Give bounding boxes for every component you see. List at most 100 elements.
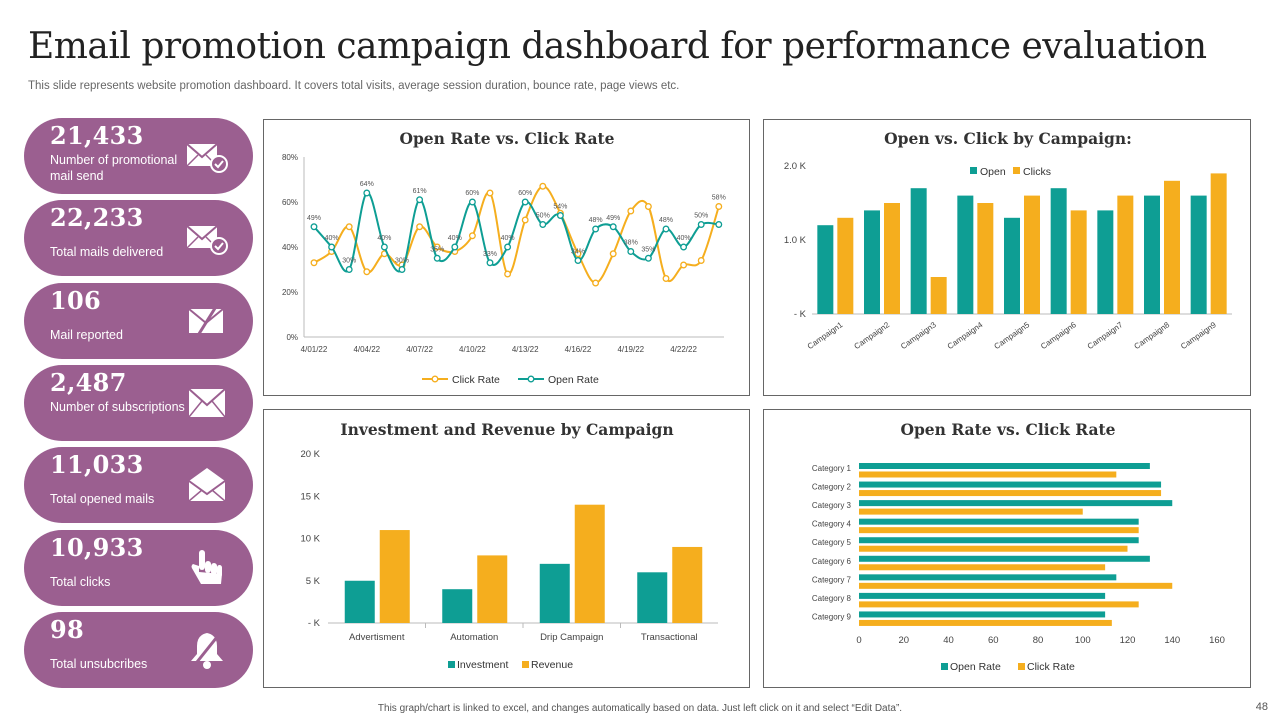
data-point	[609, 223, 617, 231]
legend-entry: Clicks	[1023, 166, 1051, 178]
bar-clicks	[977, 203, 994, 314]
bar-investment	[637, 572, 668, 623]
x-tick-label: 140	[1164, 635, 1180, 646]
data-point	[433, 254, 441, 262]
kpi-label: Mail reported	[50, 328, 123, 342]
data-point	[574, 257, 582, 264]
bar-investment	[344, 580, 375, 623]
kpi-label: Total unsubcribes	[50, 657, 148, 671]
x-tick-label: Campaign4	[946, 320, 985, 351]
kpi-value: 22,233	[50, 203, 144, 232]
y-tick-label: 20 K	[300, 449, 320, 460]
data-point	[398, 266, 406, 273]
bar-open-rate	[859, 463, 1150, 469]
bar-revenue	[574, 504, 605, 623]
bar-clicks	[930, 277, 947, 314]
data-point	[486, 189, 494, 197]
legend-entry: Open Rate	[548, 374, 599, 386]
data-label: 40%	[377, 235, 391, 242]
x-tick-label: 40	[943, 635, 954, 646]
data-label: 33%	[483, 251, 497, 258]
kpi-mails-delivered: 22,233 Total mails delivered	[24, 200, 253, 276]
mail-check-icon	[186, 225, 228, 255]
data-point	[486, 259, 494, 267]
y-tick-label: Category 1	[812, 464, 852, 473]
data-label: 50%	[536, 213, 550, 220]
data-point	[521, 198, 529, 206]
data-label: 48%	[659, 217, 673, 224]
page-title: Email promotion campaign dashboard for p…	[28, 26, 1207, 67]
bar-click-rate	[859, 545, 1128, 552]
data-label: 40%	[325, 235, 339, 242]
bar-open	[1004, 217, 1020, 314]
data-point	[433, 243, 441, 251]
bar-revenue	[477, 555, 508, 623]
bar-open-rate	[859, 481, 1162, 488]
legend-entry: Open	[980, 166, 1006, 178]
x-tick-label: 4/22/22	[670, 345, 697, 354]
data-point	[697, 257, 705, 264]
y-tick-label: Category 3	[812, 501, 852, 510]
x-tick-label: 100	[1075, 635, 1091, 646]
chart-title: Open Rate vs. Click Rate	[399, 129, 614, 148]
x-tick-label: Automation	[450, 632, 498, 643]
data-point	[697, 221, 705, 228]
bar-clicks	[1070, 210, 1087, 314]
data-label: 40%	[448, 235, 462, 242]
data-point	[380, 243, 388, 251]
y-tick-label: Category 7	[812, 575, 852, 584]
data-label: 35%	[641, 246, 655, 253]
data-point	[521, 216, 529, 224]
bar-open	[1190, 195, 1207, 314]
kpi-label: Number of promotional mail send	[50, 153, 178, 183]
legend-entry: Revenue	[531, 659, 573, 671]
bar-click-rate	[859, 564, 1106, 571]
kpi-label: Total opened mails	[50, 492, 155, 506]
kpi-promotional-mail-send: 21,433 Number of promotional mail send	[24, 118, 253, 194]
data-label: 50%	[694, 213, 708, 220]
bar-open-rate	[859, 518, 1139, 525]
y-tick-label: 15 K	[300, 491, 320, 502]
investment-revenue-panel: Investment and Revenue by Campaign - K 5 …	[263, 409, 750, 688]
kpi-label: Total mails delivered	[50, 245, 164, 259]
data-label: 61%	[413, 188, 427, 195]
bar-clicks	[1117, 195, 1134, 314]
x-tick-label: Advertisment	[349, 632, 405, 643]
data-label: 34%	[571, 249, 585, 256]
kpi-value: 106	[50, 286, 101, 315]
data-point	[556, 212, 564, 219]
x-tick-label: Campaign1	[806, 320, 845, 351]
chart-title: Open Rate vs. Click Rate	[900, 420, 1115, 439]
x-tick-label: 20	[898, 635, 909, 646]
data-point	[715, 203, 723, 210]
x-tick-label: Campaign2	[852, 320, 891, 351]
kpi-value: 98	[50, 615, 84, 644]
data-point	[592, 225, 600, 233]
x-tick-label: Drip Campaign	[540, 632, 603, 643]
data-label: 38%	[624, 240, 638, 247]
x-tick-label: 4/19/22	[617, 345, 644, 354]
legend-swatch	[1018, 663, 1025, 670]
data-point	[715, 221, 723, 228]
data-point	[345, 223, 353, 231]
data-label: 30%	[395, 258, 409, 265]
bar-revenue	[379, 530, 410, 623]
x-tick-label: Campaign3	[899, 320, 938, 351]
chart-title: Investment and Revenue by Campaign	[340, 420, 673, 439]
data-point	[310, 223, 318, 231]
data-label: 30%	[342, 258, 356, 265]
bar-investment	[539, 563, 570, 623]
x-tick-label: 160	[1209, 635, 1225, 646]
data-point	[627, 207, 635, 215]
x-tick-label: Transactional	[641, 632, 698, 643]
y-tick-label: Category 4	[812, 520, 852, 529]
legend-entry: Click Rate	[452, 374, 500, 386]
series-line-click-rate	[313, 185, 720, 285]
campaign-bars-chart: Open vs. Click by Campaign: - K 1.0 K 2.0 …	[784, 129, 1232, 351]
bar-clicks	[884, 203, 900, 314]
data-point	[468, 232, 476, 240]
chart-title: Open vs. Click by Campaign:	[884, 129, 1132, 148]
kpi-value: 2,487	[50, 368, 127, 397]
y-tick-label: Category 6	[812, 557, 852, 566]
kpi-value: 11,033	[50, 450, 144, 479]
